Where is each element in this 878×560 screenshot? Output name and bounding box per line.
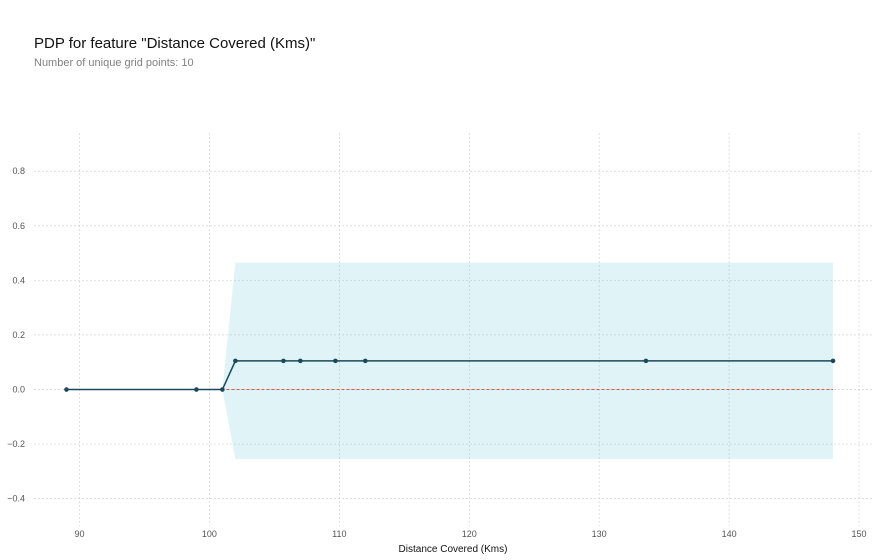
pdp-point xyxy=(643,358,649,364)
pdp-point xyxy=(363,358,368,364)
y-tick-label: −0.2 xyxy=(7,439,25,449)
x-tick-label: 120 xyxy=(462,529,477,539)
x-tick-label: 100 xyxy=(202,529,217,539)
pdp-point xyxy=(830,358,836,364)
pdp-point xyxy=(281,358,286,364)
pdp-point xyxy=(333,358,338,364)
y-tick-label: 0.2 xyxy=(12,330,25,340)
x-axis-label: Distance Covered (Kms) xyxy=(399,544,508,555)
y-tick-label: −0.4 xyxy=(7,494,25,504)
pdp-point xyxy=(220,387,225,392)
chart-title: PDP for feature "Distance Covered (Kms)" xyxy=(34,35,316,52)
x-tick-labels: 90 100 110 120 130 140 150 xyxy=(74,529,866,539)
chart-subtitle: Number of unique grid points: 10 xyxy=(34,57,194,69)
series-line-layer xyxy=(66,360,834,391)
x-tick-label: 150 xyxy=(851,529,866,539)
y-tick-labels: −0.4 −0.2 0.0 0.2 0.4 0.6 0.8 xyxy=(7,166,25,504)
pdp-point xyxy=(64,387,69,392)
pdp-point xyxy=(233,358,238,364)
pdp-point xyxy=(194,387,199,392)
y-tick-label: 0.8 xyxy=(12,166,25,176)
y-tick-label: 0.4 xyxy=(12,275,25,285)
pdp-point xyxy=(298,358,303,364)
series-points-layer xyxy=(64,358,836,392)
y-tick-label: 0.0 xyxy=(12,385,25,395)
y-tick-label: 0.6 xyxy=(12,221,25,231)
grid-lines xyxy=(34,133,872,526)
pdp-line xyxy=(66,360,834,391)
x-tick-label: 130 xyxy=(592,529,607,539)
x-tick-label: 140 xyxy=(722,529,737,539)
x-tick-label: 110 xyxy=(332,529,346,539)
x-tick-label: 90 xyxy=(74,529,84,539)
